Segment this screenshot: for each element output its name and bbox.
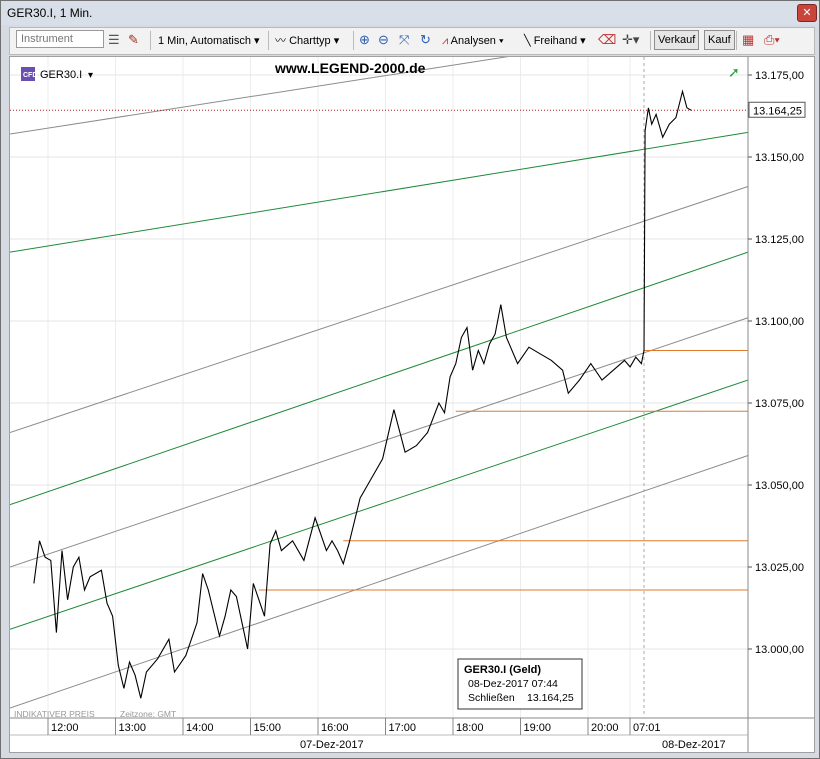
cfd-icon: [21, 67, 35, 81]
y-tick-label: 13.125,00: [755, 234, 804, 246]
current-price-tag: 13.164,25: [748, 101, 806, 118]
instrument-list-icon[interactable]: ☰: [108, 32, 120, 47]
y-tick-label: 13.150,00: [755, 152, 804, 164]
tooltip-close-value: 13.164,25: [527, 692, 574, 704]
interval-dropdown[interactable]: 1 Min, Automatisch ▾: [158, 35, 260, 47]
x-tick-label: 19:00: [524, 722, 552, 734]
refresh-icon[interactable]: ↻: [420, 32, 431, 47]
close-button[interactable]: ✕: [797, 4, 817, 22]
chart-settings-icon[interactable]: ▦: [742, 32, 755, 47]
tooltip-datetime: 08-Dez-2017 07:44: [468, 678, 558, 690]
crosshair-icon[interactable]: ✛▾: [622, 32, 640, 47]
x-tick-label: 18:00: [456, 722, 484, 734]
y-tick-label: 13.050,00: [755, 480, 804, 492]
symbol-selector[interactable]: CFD GER30.I ▾: [21, 67, 93, 81]
trend-line-grey: [9, 317, 749, 568]
x-tick-label: 07:01: [633, 722, 661, 734]
analysen-icon: ⩘: [442, 35, 449, 47]
charttype-dropdown[interactable]: 〰 Charttyp ▾: [275, 35, 340, 47]
indicative-price-label: INDIKATIVER PREIS: [14, 709, 95, 719]
sell-button[interactable]: Verkauf: [654, 30, 700, 50]
analysen-dropdown[interactable]: ⩘ Analysen ▾: [442, 35, 504, 47]
date-label-2: 08-Dez-2017: [662, 739, 726, 751]
zoom-out-icon[interactable]: ⊖: [378, 32, 389, 47]
freihand-dropdown[interactable]: ╲ Freihand ▾: [524, 35, 586, 47]
trend-line-green: [9, 251, 749, 506]
chart-toolbar: ☰ ✎ 1 Min, Automatisch ▾ 〰 Charttyp ▾ ⊕ …: [9, 27, 815, 55]
print-icon[interactable]: ⎙▾: [764, 32, 780, 47]
trend-line-grey: [9, 186, 749, 433]
window-title: GER30.I, 1 Min.: [7, 6, 93, 20]
chart-area[interactable]: 13.175,00 13.150,00 13.125,00 13.100,00 13.0…: [9, 18, 815, 753]
date-label-1: 07-Dez-2017: [300, 739, 364, 751]
svg-text:CFD: CFD: [23, 72, 37, 79]
x-tick-label: 20:00: [591, 722, 619, 734]
tooltip-title: GER30.I (Geld): [464, 664, 541, 676]
price-line: [33, 89, 692, 699]
x-tick-label: 12:00: [51, 722, 79, 734]
trend-line-green: [9, 131, 749, 253]
symbol-label: GER30.I: [40, 69, 82, 81]
charttype-icon: 〰: [275, 35, 286, 47]
timezone-label: Zeitzone: GMT: [120, 709, 176, 719]
y-tick-label: 13.175,00: [755, 70, 804, 82]
x-tick-label: 17:00: [389, 722, 417, 734]
y-tick-label: 13.025,00: [755, 562, 804, 574]
trend-line-green: [9, 379, 749, 630]
y-tick-label: 13.075,00: [755, 398, 804, 410]
y-tick-label: 13.000,00: [755, 644, 804, 656]
symbol-dropdown-icon: ▾: [88, 70, 93, 81]
auto-scale-icon[interactable]: ⤧: [399, 32, 410, 47]
x-tick-label: 13:00: [119, 722, 147, 734]
compare-icon[interactable]: ✎: [128, 32, 139, 47]
x-tick-label: 16:00: [321, 722, 349, 734]
title-bar: GER30.I, 1 Min. ✕: [1, 1, 819, 25]
current-price-value: 13.164,25: [753, 105, 802, 117]
tooltip-close-label: Schließen: [468, 692, 515, 704]
price-chart[interactable]: 13.175,00 13.150,00 13.125,00 13.100,00 13.0…: [9, 18, 814, 752]
trend-arrow-icon: ➚: [728, 64, 740, 80]
x-tick-label: 14:00: [186, 722, 214, 734]
trend-line-grey: [9, 455, 749, 709]
eraser-icon[interactable]: ⌫: [598, 32, 617, 47]
y-tick-label: 13.100,00: [755, 316, 804, 328]
instrument-input[interactable]: [16, 30, 104, 48]
buy-button[interactable]: Kauf: [704, 30, 735, 50]
x-tick-label: 15:00: [254, 722, 282, 734]
tooltip: GER30.I (Geld) 08-Dez-2017 07:44 Schließ…: [457, 658, 583, 710]
line-tool-icon: ╲: [524, 35, 531, 47]
watermark-text: www.LEGEND-2000.de: [274, 60, 426, 76]
zoom-in-icon[interactable]: ⊕: [359, 32, 370, 47]
